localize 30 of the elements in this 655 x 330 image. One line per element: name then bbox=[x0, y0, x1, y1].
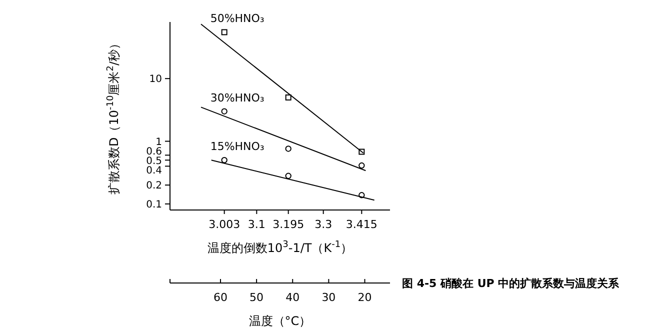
point bbox=[221, 108, 228, 114]
y-tick-label: 0.6 bbox=[146, 146, 162, 158]
series-label: 30%HNO₃ bbox=[210, 91, 264, 104]
x2-tick-label: 50 bbox=[250, 291, 264, 304]
point bbox=[285, 94, 292, 100]
y-tick-label: 1 bbox=[156, 136, 162, 148]
point bbox=[358, 162, 365, 169]
x-tick-label: 3.003 bbox=[208, 218, 240, 231]
text: 图 4-5 硝酸在 UP 中的扩散系数与温度关系 bbox=[402, 277, 620, 290]
x2-tick-label: 30 bbox=[322, 291, 336, 304]
point bbox=[285, 146, 292, 152]
y-tick-label: 0.5 bbox=[146, 156, 162, 167]
x2-tick-label: 40 bbox=[286, 291, 300, 304]
point bbox=[285, 172, 292, 180]
point bbox=[221, 29, 228, 36]
series-label: 50%HNO₃ bbox=[210, 12, 264, 26]
x-tick-label: 3.3 bbox=[314, 218, 332, 231]
x2-axis-title: 温度（°C） bbox=[248, 314, 312, 328]
x-tick-label: 3.415 bbox=[346, 218, 378, 231]
point bbox=[221, 157, 228, 164]
x-tick-label: 3.195 bbox=[272, 218, 304, 231]
x-axis-title: 温度的倒数10$^{3}$-1/T（K$^{-1}$） bbox=[207, 240, 353, 255]
y-tick-label: 0.4 bbox=[146, 166, 162, 177]
series-label: 15%HNO₃ bbox=[210, 140, 264, 154]
x2-tick-label: 20 bbox=[358, 291, 372, 304]
y-tick-label: 0.1 bbox=[146, 199, 162, 210]
x2-tick-label: 60 bbox=[213, 291, 228, 304]
y-tick-label: 10 bbox=[149, 74, 162, 86]
y-tick-label: 0.2 bbox=[146, 180, 162, 192]
x-tick-label: 3.1 bbox=[248, 218, 266, 231]
